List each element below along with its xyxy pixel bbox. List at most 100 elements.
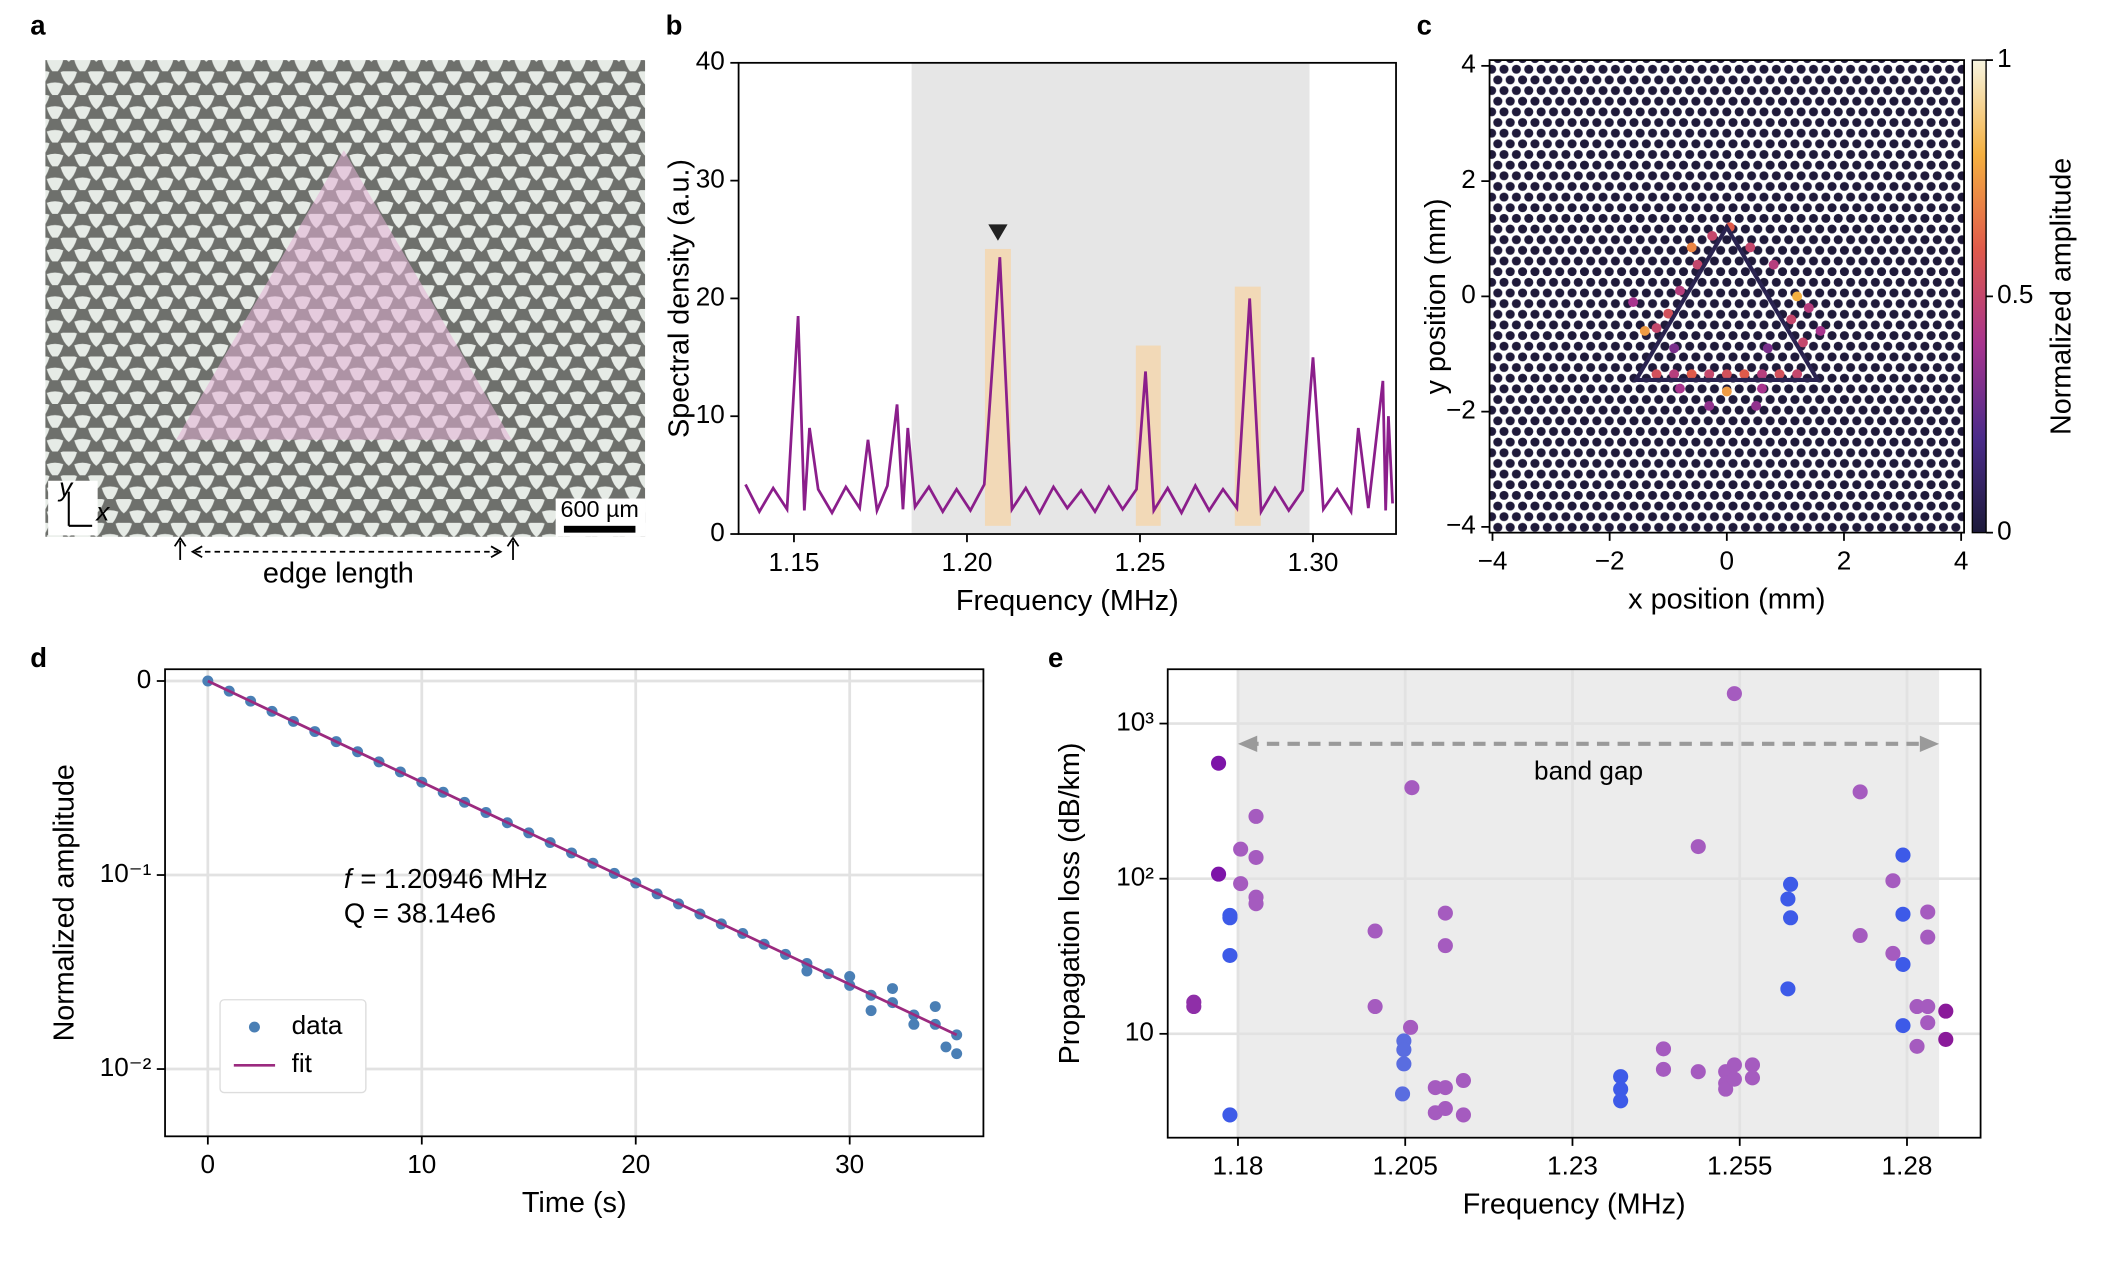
plot-frame	[1488, 59, 1965, 534]
data-point	[1726, 686, 1742, 702]
x-tick-label: 10	[407, 1149, 436, 1179]
plot-frame	[1166, 668, 1982, 1139]
panel-label: d	[30, 642, 47, 673]
panel-label: b	[666, 10, 683, 41]
amplitude-dot	[1798, 337, 1808, 348]
y-tick-label: 4	[1461, 49, 1476, 79]
data-point	[1909, 1038, 1925, 1054]
micrograph	[45, 60, 646, 560]
x-axis-label: Frequency (MHz)	[956, 585, 1179, 617]
data-point	[1938, 1003, 1954, 1019]
data-point	[1909, 998, 1925, 1015]
x-axis-label: Frequency (MHz)	[1463, 1189, 1686, 1221]
y-tick-label: 10⁻¹	[100, 858, 152, 888]
data-point	[801, 965, 813, 977]
colorbar-label: Normalized amplitude	[2046, 158, 2078, 435]
amplitude-dot	[1739, 369, 1750, 380]
colorbar-tick-label: 0	[1997, 516, 2012, 546]
data-point	[940, 1041, 952, 1053]
y-axis-label: Normalized amplitude	[49, 764, 81, 1041]
data-point	[908, 1018, 920, 1030]
amplitude-dot	[1803, 302, 1814, 313]
x-tick-label: 1.20	[942, 547, 993, 577]
data-point	[1437, 1100, 1453, 1117]
amplitude-dot	[1707, 230, 1718, 241]
y-tick-label: 30	[696, 164, 725, 194]
data-point	[1920, 998, 1936, 1015]
data-point	[1920, 904, 1936, 920]
amplitude-dot	[1628, 297, 1639, 308]
legend-label: data	[292, 1010, 343, 1040]
data-point	[1690, 1064, 1706, 1080]
amplitude-dot	[1745, 242, 1756, 253]
data-point	[1222, 1107, 1238, 1123]
y-tick-label: −2	[1446, 395, 1476, 425]
amplitude-dot	[1792, 369, 1803, 380]
y-axis-label: y position (mm)	[1420, 198, 1452, 394]
data-point	[1885, 873, 1901, 889]
y-tick-label: −4	[1446, 510, 1476, 540]
data-point	[1233, 841, 1249, 857]
y-tick-label: 0	[710, 517, 725, 547]
data-point	[1895, 956, 1911, 972]
data-point	[1726, 1057, 1742, 1073]
triangle-outline	[1632, 223, 1822, 382]
band-shade	[1237, 669, 1940, 1138]
plot-frame	[164, 668, 985, 1138]
data-point	[1404, 780, 1420, 796]
amplitude-dot	[1669, 343, 1680, 354]
amplitude-dot	[1757, 383, 1767, 394]
x-tick-label: 0	[201, 1149, 216, 1179]
panel-label: a	[30, 10, 46, 41]
data-point	[929, 1001, 941, 1012]
x-tick-label: 1.30	[1288, 547, 1339, 577]
amplitude-dot	[1639, 326, 1650, 336]
y-tick-label: 10³	[1116, 706, 1154, 736]
data-point	[951, 1048, 963, 1060]
amplitude-dot	[1815, 326, 1826, 336]
data-point	[844, 971, 856, 982]
data-point	[1455, 1073, 1471, 1089]
edge-length-label: edge length	[263, 558, 414, 590]
x-tick-label: 0	[1720, 546, 1735, 576]
data-point	[1895, 906, 1911, 922]
annotation: band gap	[1534, 755, 1643, 785]
arrow-head	[1919, 735, 1940, 753]
data-point	[1783, 876, 1799, 892]
data-point	[951, 1029, 963, 1041]
colorbar-tick-label: 1	[1997, 43, 2012, 73]
plot-frame	[737, 61, 1397, 535]
data-point	[1920, 929, 1936, 945]
data-point	[1613, 1069, 1629, 1085]
data-point	[1394, 1086, 1411, 1102]
data-point	[1726, 1071, 1742, 1087]
data-point	[1613, 1093, 1629, 1109]
data-point	[1403, 1019, 1419, 1035]
x-tick-label: 4	[1954, 546, 1969, 576]
series-line	[207, 679, 958, 1037]
panel-label: c	[1417, 10, 1432, 41]
x-tick-label: 30	[835, 1149, 864, 1179]
amplitude-dot	[1669, 369, 1680, 380]
x-tick-label: 1.255	[1707, 1151, 1772, 1181]
y-tick-label: 10⁻²	[100, 1052, 152, 1082]
x-tick-label: 20	[621, 1149, 650, 1179]
x-tick-label: −4	[1478, 546, 1508, 576]
data-point	[1920, 1015, 1936, 1031]
legend-swatch	[248, 1021, 260, 1033]
data-point	[1233, 876, 1249, 892]
data-point	[1396, 1056, 1412, 1072]
amplitude-dot	[1721, 369, 1732, 380]
amplitude-dot	[1762, 343, 1773, 354]
data-point	[1186, 998, 1202, 1015]
data-point	[1437, 905, 1453, 921]
data-point	[1852, 928, 1868, 944]
amplitude-dot	[1704, 369, 1715, 380]
x-tick-label: 1.23	[1547, 1151, 1598, 1181]
data-point	[1744, 1057, 1761, 1073]
data-point	[1210, 866, 1227, 882]
data-point	[1655, 1061, 1672, 1077]
data-point	[1437, 1080, 1453, 1096]
series-line	[744, 257, 1394, 517]
data-point	[1455, 1107, 1471, 1123]
